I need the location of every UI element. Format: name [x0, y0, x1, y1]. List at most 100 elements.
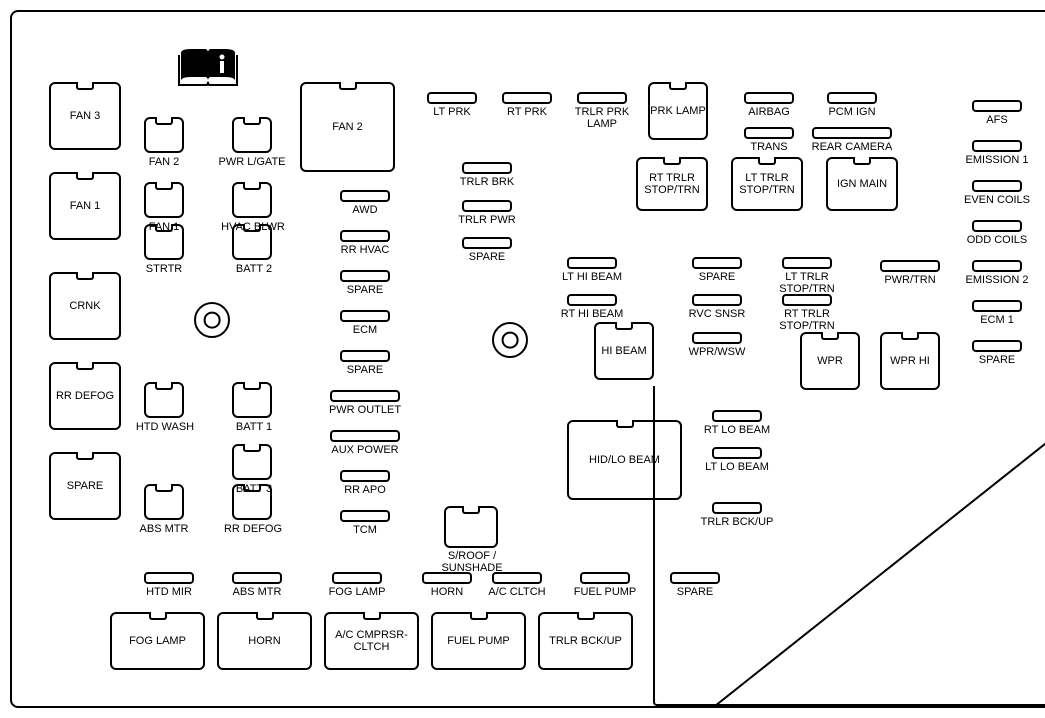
relay-ign-main: IGN MAIN — [826, 157, 898, 211]
fuse-airbag — [744, 92, 794, 104]
relay-hvacblwr-sm — [232, 182, 272, 218]
fuse-spare-f6 — [670, 572, 720, 584]
fuse-pcm-ign — [827, 92, 877, 104]
relay-prk-lamp: PRK LAMP — [648, 82, 708, 140]
label-hvacblwr-lbl: HVAC BLWR — [218, 221, 288, 233]
fuse-wpr-wsw — [692, 332, 742, 344]
fuse-label-pcm-ign: PCM IGN — [812, 106, 892, 118]
fuse-pwr-outlet — [330, 390, 400, 402]
label-strtr-lbl: STRTR — [140, 263, 188, 275]
fuse-label-even-coils: EVEN COILS — [957, 194, 1037, 206]
fuse-trlr-pwr — [462, 200, 512, 212]
relay-absmtr-sm — [144, 484, 184, 520]
fuse-fog-lamp-f — [332, 572, 382, 584]
fuse-spare-f4 — [692, 257, 742, 269]
fuse-label-emission1: EMISSION 1 — [957, 154, 1037, 166]
relay-rt-trlr: RT TRLR STOP/TRN — [636, 157, 708, 211]
fuse-rr-apo — [340, 470, 390, 482]
label-fan2-lbl: FAN 2 — [144, 156, 184, 168]
fuse-spare-f5 — [972, 340, 1022, 352]
fuse-label-spare-f3: SPARE — [325, 364, 405, 376]
fuse-ecm — [340, 310, 390, 322]
fuse-label-horn-f: HORN — [407, 586, 487, 598]
fuse-rt-trlr-st — [782, 294, 832, 306]
relay-fan2-big: FAN 2 — [300, 82, 395, 172]
relay-batt3-sm — [232, 444, 272, 480]
fuse-label-rr-apo: RR APO — [325, 484, 405, 496]
fuse-label-spare-f1: SPARE — [447, 251, 527, 263]
relay-wprhi: WPR HI — [880, 332, 940, 390]
relay-hidlo: HID/LO BEAM — [567, 420, 682, 500]
relay-trlr-bckup: TRLR BCK/UP — [538, 612, 633, 670]
fusebox-diagram: FAN 3 FAN 1 CRNK RR DEFOG SPARE FAN 2 PRK LAMP… — [10, 10, 1045, 708]
label-rrdefog-lbl: RR DEFOG — [222, 523, 284, 535]
fuse-even-coils — [972, 180, 1022, 192]
fuse-label-aux-power: AUX POWER — [315, 444, 415, 456]
fuse-lt-lo-beam — [712, 447, 762, 459]
fuse-label-fuel-pump-f: FUEL PUMP — [565, 586, 645, 598]
fuse-spare-f3 — [340, 350, 390, 362]
label-batt2-lbl: BATT 2 — [230, 263, 278, 275]
relay-fan3: FAN 3 — [49, 82, 121, 150]
fuse-label-pwr-trn: PWR/TRN — [865, 274, 955, 286]
fuse-spare-f2 — [340, 270, 390, 282]
terminal-circ2 — [492, 322, 528, 358]
fuse-label-fog-lamp-f: FOG LAMP — [317, 586, 397, 598]
relay-wpr: WPR — [800, 332, 860, 390]
fuse-label-rt-prk: RT PRK — [487, 106, 567, 118]
fuse-label-ac-cltch: A/C CLTCH — [477, 586, 557, 598]
relay-fuel-pump: FUEL PUMP — [431, 612, 526, 670]
fuse-label-lt-lo-beam: LT LO BEAM — [697, 461, 777, 473]
fuse-label-odd-coils: ODD COILS — [957, 234, 1037, 246]
fuse-label-wpr-wsw: WPR/WSW — [677, 346, 757, 358]
relay-crnk: CRNK — [49, 272, 121, 340]
fuse-emission1 — [972, 140, 1022, 152]
fuse-label-spare-f5: SPARE — [957, 354, 1037, 366]
fuse-aux-power — [330, 430, 400, 442]
fuse-label-rvc-snsr: RVC SNSR — [677, 308, 757, 320]
label-pwrlgate-lbl: PWR L/GATE — [212, 156, 292, 168]
fuse-label-pwr-outlet: PWR OUTLET — [315, 404, 415, 416]
label-absmtr-lbl: ABS MTR — [134, 523, 194, 535]
fuse-abs-mtr-f — [232, 572, 282, 584]
fuse-lt-prk — [427, 92, 477, 104]
fuse-lt-hi-beam — [567, 257, 617, 269]
manual-icon — [177, 47, 239, 87]
fuse-rt-hi-beam — [567, 294, 617, 306]
relay-fan2-sm — [144, 117, 184, 153]
relay-horn: HORN — [217, 612, 312, 670]
fuse-label-spare-f6: SPARE — [655, 586, 735, 598]
fuse-label-spare-f4: SPARE — [677, 271, 757, 283]
relay-lt-trlr: LT TRLR STOP/TRN — [731, 157, 803, 211]
fuse-trans — [744, 127, 794, 139]
fuse-label-trlr-pwr: TRLR PWR — [447, 214, 527, 226]
label-batt1-lbl: BATT 1 — [230, 421, 278, 433]
fuse-label-rear-cam: REAR CAMERA — [797, 141, 907, 153]
relay-fan1: FAN 1 — [49, 172, 121, 240]
fuse-ecm1 — [972, 300, 1022, 312]
fuse-htd-mir — [144, 572, 194, 584]
fuse-pwr-trn — [880, 260, 940, 272]
fuse-trlr-bckup-f — [712, 502, 762, 514]
fuse-trlr-brk — [462, 162, 512, 174]
fuse-label-airbag: AIRBAG — [729, 106, 809, 118]
fuse-fuel-pump-f — [580, 572, 630, 584]
fuse-label-htd-mir: HTD MIR — [129, 586, 209, 598]
fuse-label-rt-lo-beam: RT LO BEAM — [697, 424, 777, 436]
fuse-rt-lo-beam — [712, 410, 762, 422]
fuse-rt-prk — [502, 92, 552, 104]
label-batt3-lbl: BATT 3 — [230, 483, 278, 495]
fuse-label-lt-prk: LT PRK — [412, 106, 492, 118]
relay-fan1-sm — [144, 182, 184, 218]
relay-pwrlgate-sm — [232, 117, 272, 153]
relay-rr-defog: RR DEFOG — [49, 362, 121, 430]
relay-htdwash-sm — [144, 382, 184, 418]
fuse-label-trlr-prk: TRLR PRK LAMP — [562, 106, 642, 130]
relay-sroof — [444, 506, 498, 548]
fuse-label-spare-f2: SPARE — [325, 284, 405, 296]
relay-ac-cmprsr: A/C CMPRSR-CLTCH — [324, 612, 419, 670]
fuse-spare-f1 — [462, 237, 512, 249]
fuse-label-trlr-bckup-f: TRLR BCK/UP — [697, 516, 777, 528]
relay-batt1-sm — [232, 382, 272, 418]
fuse-tcm — [340, 510, 390, 522]
